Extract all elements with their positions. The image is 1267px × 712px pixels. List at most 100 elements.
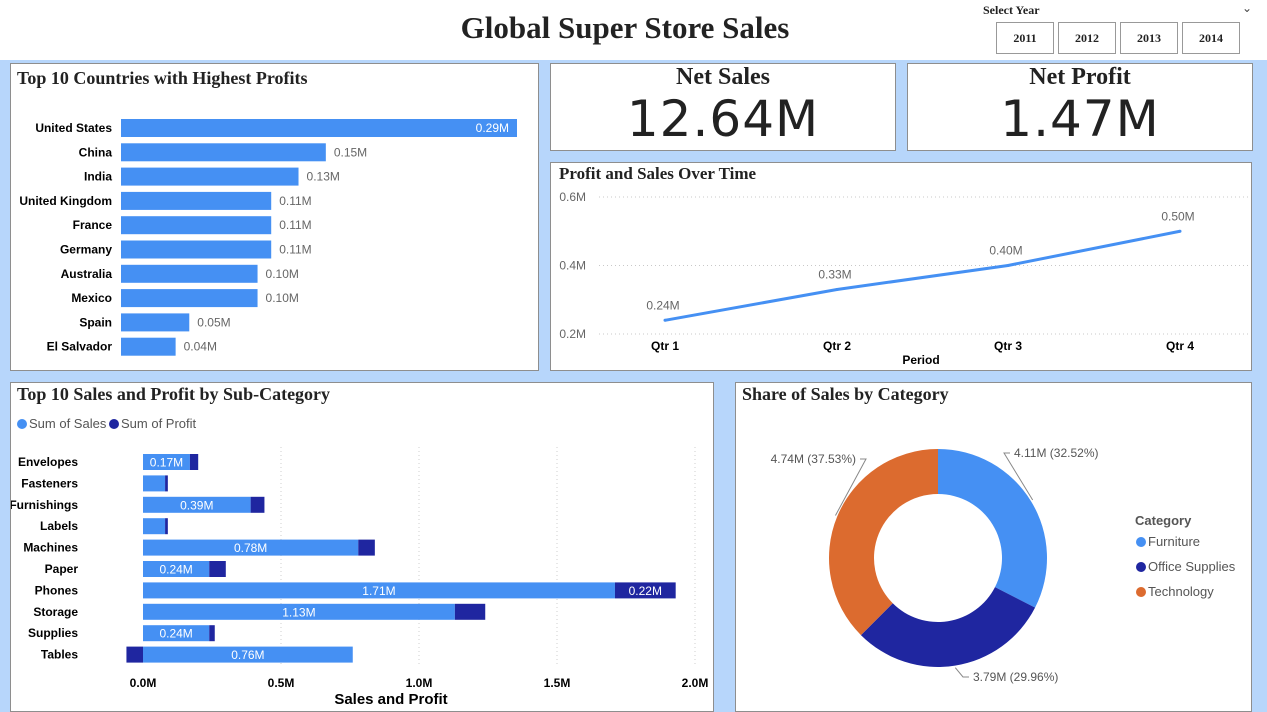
country-bar xyxy=(121,240,272,259)
sales-data-label: 0.76M xyxy=(231,648,264,662)
time-line-chart: 0.2M 0.4M 0.6M 0.24M Qtr 1 0.33M Qtr 2 0.40M Qtr… xyxy=(559,190,1249,367)
subcategory-label: Tables xyxy=(41,648,78,662)
country-label: India xyxy=(84,170,112,184)
donut-slice xyxy=(938,449,1047,608)
sales-data-label: 0.39M xyxy=(180,498,213,512)
country-label: United States xyxy=(35,121,112,135)
subcategory-label: Furnishings xyxy=(11,498,78,512)
sales-data-label: 0.24M xyxy=(159,563,192,577)
year-slicer-label: Select Year xyxy=(983,3,1040,17)
x-tick-label: Qtr 2 xyxy=(823,339,851,353)
profit-bar xyxy=(454,603,486,620)
legend-profit-label: Sum of Profit xyxy=(121,416,197,431)
subcategory-panel: Top 10 Sales and Profit by Sub-Category … xyxy=(10,382,714,712)
country-label: Spain xyxy=(79,315,112,329)
country-data-label: 0.11M xyxy=(279,194,311,208)
profit-bar xyxy=(189,454,199,470)
sales-data-label: 0.17M xyxy=(150,456,183,470)
country-data-label: 0.10M xyxy=(266,291,299,305)
x-tick-label: 0.0M xyxy=(130,676,157,690)
profit-bar xyxy=(126,646,143,663)
data-label: 0.50M xyxy=(1161,209,1194,223)
year-button-2013[interactable]: 2013 xyxy=(1120,22,1178,54)
sales-bar xyxy=(143,646,353,663)
net-sales-card: Net Sales 12.64M xyxy=(550,63,896,151)
subcategory-label: Paper xyxy=(45,562,79,576)
country-label: China xyxy=(79,145,113,159)
country-label: Mexico xyxy=(71,291,112,305)
legend-title: Category xyxy=(1135,513,1192,528)
data-point xyxy=(1178,229,1182,233)
x-axis-title: Sales and Profit xyxy=(334,691,447,708)
subcategory-label: Supplies xyxy=(28,626,78,640)
x-tick-label: 1.0M xyxy=(406,676,433,690)
x-tick-label: 0.5M xyxy=(268,676,295,690)
country-label: El Salvador xyxy=(47,340,113,354)
country-bar xyxy=(121,167,299,186)
subcategory-label: Fasteners xyxy=(21,476,78,490)
year-button-2014[interactable]: 2014 xyxy=(1182,22,1240,54)
subcategory-label: Storage xyxy=(33,605,78,619)
chevron-down-icon[interactable]: ⌄ xyxy=(1242,1,1253,15)
country-label: United Kingdom xyxy=(19,194,112,208)
country-label: Germany xyxy=(60,243,112,257)
country-bar xyxy=(121,216,272,235)
profit-bar xyxy=(209,561,226,577)
countries-bar-chart: United States 0.29M China 0.15M India 0.13M Un… xyxy=(19,119,517,356)
countries-panel: Top 10 Countries with Highest Profits Un… xyxy=(10,63,539,371)
time-chart-title: Profit and Sales Over Time xyxy=(559,164,757,183)
profit-data-label: 0.22M xyxy=(629,584,662,598)
sales-bar xyxy=(143,625,210,642)
leader-line xyxy=(954,667,969,678)
sales-bar xyxy=(143,475,166,492)
legend-profit-marker xyxy=(109,419,119,429)
country-label: Australia xyxy=(61,267,113,281)
country-bar xyxy=(121,143,326,162)
sales-data-label: 0.78M xyxy=(234,541,267,555)
sales-bar xyxy=(143,603,455,620)
country-data-label: 0.13M xyxy=(307,170,340,184)
sales-bar xyxy=(143,539,359,556)
net-profit-label: Net Profit xyxy=(1029,64,1131,90)
country-bar xyxy=(121,119,517,137)
profit-bar xyxy=(165,475,168,492)
legend-sales-label: Sum of Sales xyxy=(29,416,107,431)
profit-bar xyxy=(209,625,215,642)
country-data-label: 0.04M xyxy=(184,340,217,354)
share-chart-title: Share of Sales by Category xyxy=(742,384,949,404)
header-bar: Global Super Store Sales Select Year ⌄ 2… xyxy=(0,0,1267,60)
share-panel: Share of Sales by Category 4.11M (32.52%… xyxy=(735,382,1252,712)
subcategory-label: Phones xyxy=(35,583,79,597)
country-data-label: 0.29M xyxy=(476,121,509,135)
data-label: 0.24M xyxy=(646,298,679,312)
x-tick-label: 1.5M xyxy=(544,676,571,690)
x-tick-label: Qtr 1 xyxy=(651,339,679,353)
leader-line xyxy=(835,458,867,516)
country-bar xyxy=(121,337,176,356)
data-point xyxy=(663,318,667,322)
year-button-2012[interactable]: 2012 xyxy=(1058,22,1116,54)
countries-chart-title: Top 10 Countries with Highest Profits xyxy=(17,68,308,88)
legend-marker xyxy=(1136,562,1146,572)
share-donut-chart: 4.11M (32.52%) 3.79M (29.96%) 4.74M (37.53… xyxy=(771,446,1236,684)
sales-data-label: 0.24M xyxy=(159,627,192,641)
net-profit-card: Net Profit 1.47M xyxy=(907,63,1253,151)
net-sales-value: 12.64M xyxy=(626,90,820,148)
y-tick-label: 0.6M xyxy=(559,190,586,204)
x-axis-title: Period xyxy=(902,353,939,367)
profit-bar xyxy=(614,582,676,599)
donut-slice xyxy=(829,449,938,636)
country-bar xyxy=(121,289,258,308)
donut-data-label: 4.11M (32.52%) xyxy=(1014,446,1099,460)
profit-bar xyxy=(358,539,375,556)
legend-label: Office Supplies xyxy=(1148,559,1236,574)
year-button-2011[interactable]: 2011 xyxy=(996,22,1054,54)
y-tick-label: 0.4M xyxy=(559,259,586,273)
subcategory-chart-title: Top 10 Sales and Profit by Sub-Category xyxy=(17,384,331,404)
data-label: 0.33M xyxy=(818,267,851,281)
x-tick-label: Qtr 3 xyxy=(994,339,1022,353)
data-point xyxy=(1006,264,1010,267)
time-panel: Profit and Sales Over Time 0.2M 0.4M 0.6M 0… xyxy=(550,162,1252,371)
subcategory-label: Machines xyxy=(23,541,78,555)
donut-data-label: 4.74M (37.53%) xyxy=(771,452,856,466)
